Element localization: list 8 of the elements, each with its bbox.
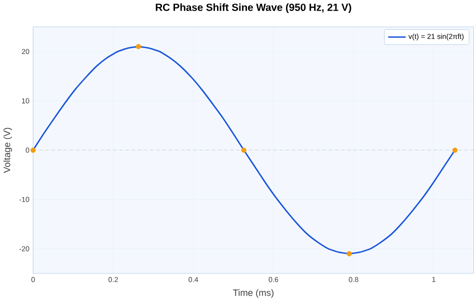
point [241,147,246,153]
chart-title: RC Phase Shift Sine Wave (950 Hz, 21 V) [156,3,352,13]
x-axis-title: Time (ms) [233,289,274,298]
point [136,44,142,50]
point [30,147,36,153]
point [452,147,458,153]
y-axis-title: Voltage (V) [3,128,12,173]
point [346,251,352,256]
